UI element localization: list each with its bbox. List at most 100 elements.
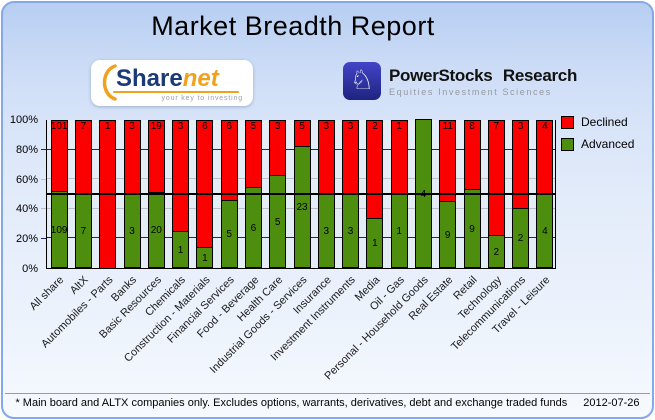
chart-legend: Declined Advanced [561, 115, 634, 159]
advanced-value-label: 4 [542, 225, 548, 237]
powerstocks-name: PowerStocks Research [389, 65, 578, 85]
declined-value-label: 101 [50, 121, 68, 132]
advanced-value-label: 2 [517, 233, 524, 244]
bar-real-estate: 11 9 [439, 120, 457, 268]
sharenet-underline [113, 91, 239, 93]
advanced-value-label: 20 [150, 225, 162, 236]
advanced-value-label: 3 [347, 225, 354, 237]
advanced-value-label: 23 [296, 202, 308, 213]
bar-all-share: 101 109 [50, 120, 68, 268]
advanced-value-label: 5 [274, 216, 281, 228]
advanced-segment [244, 187, 262, 268]
advanced-value-label: 3 [129, 225, 135, 237]
y-axis-label-20: 20% [15, 233, 38, 246]
advanced-segment [463, 189, 481, 268]
page-title: Market Breadth Report [151, 11, 435, 41]
declined-segment [439, 120, 457, 202]
declined-segment [366, 120, 384, 219]
declined-value-label: 3 [129, 121, 135, 132]
declined-swatch-icon [561, 115, 574, 129]
x-axis-label: All share [27, 274, 67, 313]
legend-label-advanced: Advanced [581, 137, 635, 151]
declined-value-label: 3 [274, 121, 281, 132]
declined-value-label: 4 [542, 121, 548, 132]
powerstocks-logo: ♘ PowerStocks Research Equities Investme… [343, 62, 577, 100]
declined-value-label: 5 [299, 121, 305, 132]
advanced-value-label: 1 [177, 244, 184, 256]
y-tick-20 [41, 238, 46, 240]
declined-value-label: 6 [226, 121, 232, 132]
x-axis-labels: All share AltX Automobiles - Parts Banks Bas… [28, 274, 556, 392]
advanced-value-label: 1 [396, 225, 402, 237]
y-tick-60 [41, 178, 46, 180]
advanced-value-label: 1 [372, 238, 378, 249]
declined-segment [172, 120, 190, 232]
sharenet-swoosh-icon [102, 64, 117, 101]
advanced-segment [172, 231, 190, 268]
legend-label-declined: Declined [581, 115, 628, 129]
y-axis-label-40: 40% [15, 203, 38, 216]
y-axis-ticks [41, 120, 46, 269]
declined-segment [196, 120, 214, 248]
advanced-value-label: 4 [420, 188, 427, 200]
advanced-value-label: 5 [226, 229, 232, 240]
powerstocks-tagline: Equities Investment Sciences [389, 86, 552, 97]
footer: * Main board and ALTX companies only. Ex… [3, 397, 652, 409]
declined-value-label: 11 [442, 121, 453, 132]
bar-industrial-goods-services: 5 23 [293, 120, 311, 268]
advanced-value-label: 2 [493, 246, 500, 258]
advanced-value-label: 9 [469, 223, 475, 235]
y-axis-label-100: 100% [9, 114, 38, 126]
footer-divider [5, 393, 650, 394]
bar-basic-resources: 19 20 [147, 120, 165, 268]
declined-segment [512, 120, 530, 209]
y-axis-label-0: 0% [22, 263, 38, 275]
declined-segment [220, 120, 238, 201]
chess-knight-icon: ♘ [343, 62, 381, 100]
advanced-segment [512, 208, 530, 268]
advanced-swatch-icon [561, 137, 574, 151]
declined-value-label: 3 [347, 121, 354, 132]
powerstocks-text-block: PowerStocks Research Equities Investment… [389, 66, 577, 97]
sharenet-logo: Sharenet your key to investing [91, 60, 253, 106]
advanced-segment [439, 201, 457, 268]
advanced-segment [50, 191, 68, 268]
advanced-value-label: 9 [444, 229, 451, 241]
y-axis-label-80: 80% [15, 143, 38, 156]
declined-value-label: 1 [396, 121, 402, 132]
declined-value-label: 3 [323, 121, 330, 132]
declined-segment [487, 120, 505, 236]
legend-item-advanced: Advanced [561, 137, 634, 151]
footer-note: * Main board and ALTX companies only. Ex… [15, 397, 568, 409]
y-axis-labels: 0% 20% 40% 60% 80% 100% [3, 114, 40, 275]
advanced-value-label: 7 [80, 225, 87, 237]
advanced-value-label: 109 [50, 224, 68, 236]
advanced-segment [293, 146, 311, 268]
declined-value-label: 3 [177, 121, 184, 132]
declined-value-label: 3 [517, 121, 524, 132]
advanced-segment [196, 247, 214, 268]
declined-value-label: 1 [104, 121, 111, 132]
advanced-value-label: 1 [202, 252, 208, 264]
legend-item-declined: Declined [561, 115, 634, 129]
sharenet-wordmark: Sharenet [116, 65, 219, 93]
advanced-segment [269, 175, 287, 268]
declined-value-label: 2 [372, 121, 378, 132]
declined-value-label: 19 [150, 121, 162, 132]
declined-value-label: 5 [250, 121, 257, 132]
declined-value-label: 7 [493, 121, 500, 132]
y-tick-80 [41, 148, 46, 150]
